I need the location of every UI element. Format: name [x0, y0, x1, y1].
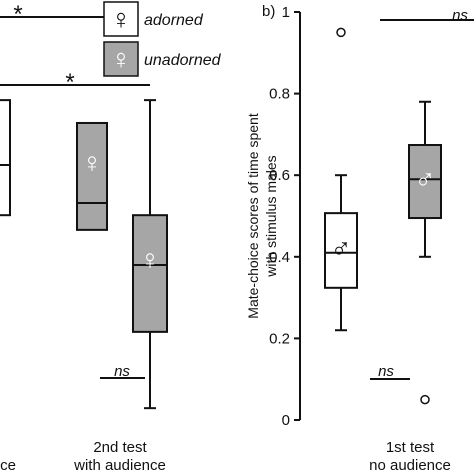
outlier	[420, 394, 430, 405]
outlier	[336, 27, 346, 38]
legend-symbol: ♀	[111, 43, 132, 74]
box	[408, 144, 442, 220]
sex-symbol: ♀	[82, 147, 103, 178]
annotation: *	[65, 69, 74, 96]
x-category-label: with audience	[73, 457, 166, 474]
y-tick-label: 1	[282, 4, 290, 21]
x-category-label: 1st test	[386, 439, 435, 456]
y-tick-label: 0.6	[269, 167, 290, 184]
annotation: ns	[114, 363, 130, 380]
sex-symbol: ♀	[140, 244, 161, 275]
box	[0, 99, 11, 217]
box	[76, 121, 108, 231]
y-tick-label: 0.2	[269, 330, 290, 347]
annotation: ns	[378, 363, 394, 380]
legend-swatch	[103, 41, 139, 77]
box	[324, 212, 358, 289]
legend-label: adorned	[144, 12, 204, 29]
legend-label: unadorned	[144, 52, 222, 69]
y-axis-label: with stimulus males	[263, 155, 279, 277]
y-axis-label: Mate-choice scores of time spent	[245, 113, 261, 319]
annotation: *	[13, 1, 22, 28]
y-tick-label: 0.8	[269, 86, 290, 103]
panel-label: b)	[262, 3, 275, 20]
x-category-label: 2nd test	[93, 439, 147, 456]
annotation: ns	[452, 7, 468, 24]
y-tick-label: 0	[282, 412, 290, 429]
x-category-label: ce	[0, 457, 16, 474]
sex-symbol: ♂	[415, 164, 436, 195]
x-category-label: no audience	[369, 457, 451, 474]
legend-swatch	[103, 1, 139, 37]
sex-symbol: ♂	[331, 233, 352, 264]
box	[132, 214, 168, 333]
y-tick-label: 0.4	[269, 249, 290, 266]
legend-symbol: ♀	[111, 3, 132, 34]
